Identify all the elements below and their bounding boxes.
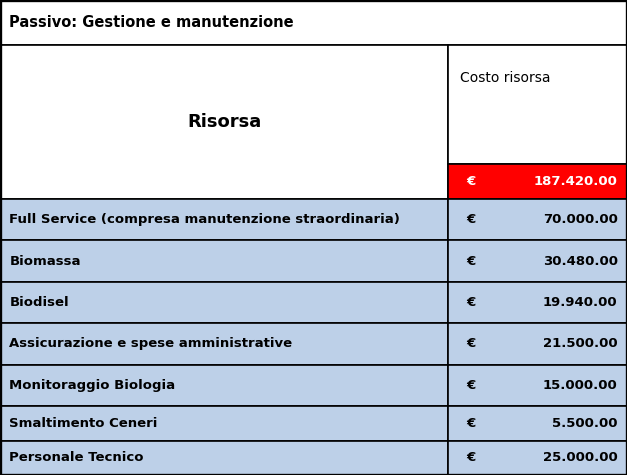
Text: Passivo: Gestione e manutenzione: Passivo: Gestione e manutenzione	[9, 15, 294, 30]
Text: 30.480.00: 30.480.00	[542, 255, 618, 267]
Bar	[0, 282, 448, 323]
Bar	[0, 199, 448, 240]
Bar	[448, 365, 627, 406]
Bar	[448, 164, 627, 199]
Bar	[448, 406, 627, 440]
Text: €: €	[466, 296, 475, 309]
Bar	[0, 240, 448, 282]
Text: 19.940.00: 19.940.00	[543, 296, 618, 309]
Bar	[0, 323, 448, 365]
Text: Biodisel: Biodisel	[9, 296, 69, 309]
Bar	[0, 365, 448, 406]
Bar	[448, 199, 627, 240]
Bar	[448, 240, 627, 282]
Text: €: €	[466, 213, 475, 226]
Text: 21.500.00: 21.500.00	[543, 337, 618, 351]
Text: €: €	[466, 255, 475, 267]
Text: Risorsa: Risorsa	[187, 113, 261, 131]
Bar	[448, 440, 627, 475]
Bar	[0, 0, 627, 45]
Text: Full Service (compresa manutenzione straordinaria): Full Service (compresa manutenzione stra…	[9, 213, 400, 226]
Text: €: €	[466, 417, 475, 430]
Bar	[448, 323, 627, 365]
Text: €: €	[466, 175, 475, 188]
Text: Assicurazione e spese amministrative: Assicurazione e spese amministrative	[9, 337, 293, 351]
Bar	[0, 45, 448, 199]
Bar	[448, 282, 627, 323]
Text: Costo risorsa: Costo risorsa	[460, 71, 550, 85]
Text: Monitoraggio Biologia: Monitoraggio Biologia	[9, 379, 176, 392]
Text: €: €	[466, 379, 475, 392]
Text: 70.000.00: 70.000.00	[543, 213, 618, 226]
Text: 187.420.00: 187.420.00	[534, 175, 618, 188]
Text: €: €	[466, 337, 475, 351]
Text: 5.500.00: 5.500.00	[552, 417, 618, 430]
Text: 25.000.00: 25.000.00	[543, 451, 618, 464]
Bar	[0, 440, 448, 475]
Text: Smaltimento Ceneri: Smaltimento Ceneri	[9, 417, 158, 430]
Text: Biomassa: Biomassa	[9, 255, 81, 267]
Bar	[0, 406, 448, 440]
Text: Personale Tecnico: Personale Tecnico	[9, 451, 144, 464]
Text: €: €	[466, 451, 475, 464]
Bar	[448, 45, 627, 164]
Text: 15.000.00: 15.000.00	[543, 379, 618, 392]
